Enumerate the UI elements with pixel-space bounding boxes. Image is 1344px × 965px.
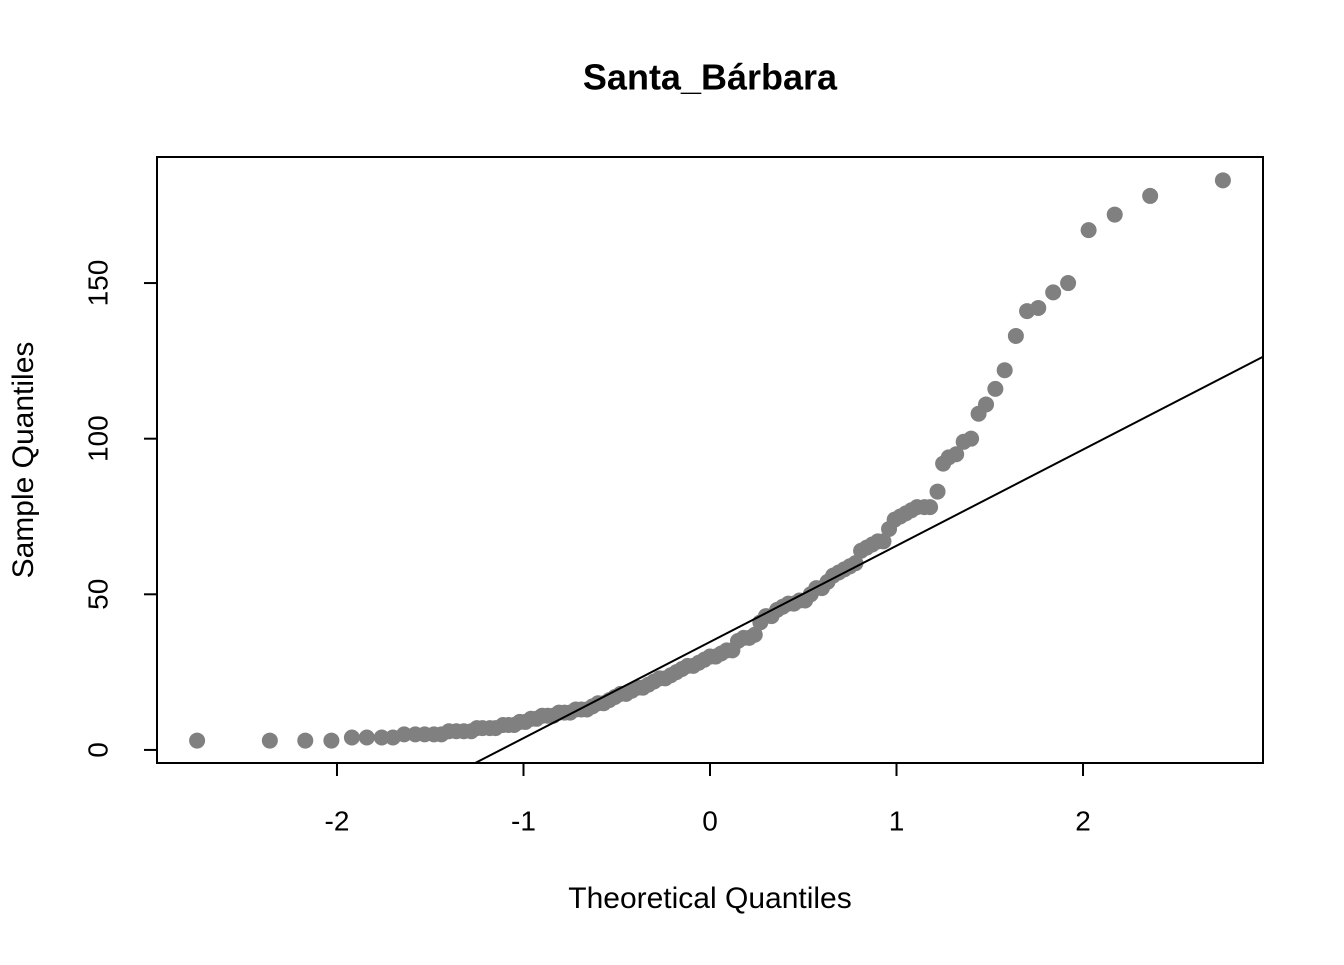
point xyxy=(963,430,980,447)
point xyxy=(343,729,360,746)
reference-line-group xyxy=(473,355,1263,763)
x-tick-label: 0 xyxy=(702,805,718,836)
y-tick-label: 50 xyxy=(82,579,113,610)
point xyxy=(373,729,390,746)
point xyxy=(922,499,939,516)
point xyxy=(1007,327,1024,344)
y-tick-label: 100 xyxy=(82,415,113,462)
x-axis-label: Theoretical Quantiles xyxy=(568,882,851,915)
point xyxy=(847,555,864,572)
point xyxy=(996,362,1013,379)
point xyxy=(948,446,965,463)
y-tick-label: 150 xyxy=(82,260,113,307)
point xyxy=(978,396,995,413)
chart-title: Santa_Bárbara xyxy=(583,57,838,98)
y-tick-label: 0 xyxy=(82,742,113,758)
x-tick-label: 2 xyxy=(1075,805,1091,836)
point xyxy=(1030,299,1047,316)
x-tick-label: 1 xyxy=(889,805,905,836)
point xyxy=(189,732,206,749)
y-axis-label: Sample Quantiles xyxy=(7,342,40,579)
x-tick-label: -2 xyxy=(325,805,350,836)
point xyxy=(1045,284,1062,301)
point xyxy=(929,483,946,500)
point xyxy=(746,626,763,643)
point xyxy=(1080,222,1097,239)
point xyxy=(987,380,1004,397)
point xyxy=(1214,172,1231,189)
point xyxy=(297,732,314,749)
point xyxy=(875,533,892,550)
point xyxy=(323,732,340,749)
point xyxy=(1142,187,1159,204)
point xyxy=(358,729,375,746)
point xyxy=(396,726,413,743)
point xyxy=(261,732,278,749)
x-tick-label: -1 xyxy=(511,805,536,836)
point xyxy=(1060,275,1077,292)
point xyxy=(1106,206,1123,223)
reference-line xyxy=(473,355,1263,763)
